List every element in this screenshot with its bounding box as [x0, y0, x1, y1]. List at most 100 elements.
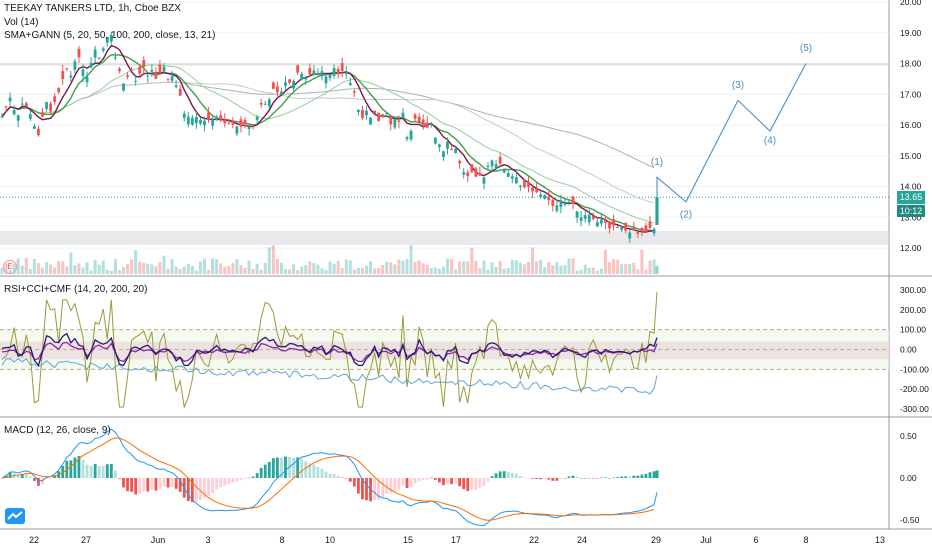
volume-bar — [446, 258, 449, 274]
volume-bar — [271, 245, 275, 274]
macd-histogram-bar — [61, 465, 65, 478]
volume-bar — [547, 262, 551, 274]
rsi-line — [1, 332, 658, 367]
candle-body — [170, 76, 174, 81]
macd-histogram-bar — [304, 461, 308, 478]
volume-bar — [194, 270, 198, 274]
candle-body — [271, 82, 275, 89]
symbol-title[interactable]: TEEKAY TANKERS LTD, 1h, Cboe BZX — [4, 3, 181, 14]
macd-histogram-bar — [328, 473, 332, 478]
candle-body — [336, 68, 340, 74]
candle-body — [454, 148, 457, 154]
price-axis[interactable]: 20.00 19.00 18.00 17.00 16.00 15.00 14.00 13.00… — [900, 0, 922, 253]
rsi-band — [0, 341, 889, 360]
volume-bar — [640, 249, 644, 274]
candle-body — [583, 215, 587, 219]
tradingview-logo-icon[interactable] — [5, 508, 25, 524]
candle-body — [105, 36, 109, 43]
candle-body — [16, 115, 20, 121]
price-tick-label: 18.00 — [900, 59, 922, 69]
time-tick-label: 15 — [403, 535, 413, 545]
candle-body — [154, 72, 158, 79]
macd-signal-line — [1, 437, 655, 521]
macd-histogram-bar — [73, 457, 77, 478]
macd-histogram-bar — [146, 478, 150, 492]
price-tick-label: 20.00 — [900, 0, 922, 7]
candle-body — [73, 61, 77, 70]
macd-histogram-bar — [320, 468, 324, 478]
volume-bar — [162, 255, 166, 274]
rsi-legend[interactable]: RSI+CCI+CMF (14, 20, 200, 20) — [4, 284, 148, 295]
volume-legend[interactable]: Vol (14) — [4, 17, 39, 28]
ma-legend[interactable]: SMA+GANN (5, 20, 50, 100, 200, close, 13… — [4, 30, 216, 41]
macd-histogram-bar — [292, 457, 295, 478]
moving-averages — [1, 44, 655, 233]
volume-bar — [231, 263, 235, 274]
candle-body — [312, 70, 316, 75]
volume-bar — [24, 258, 28, 274]
candle-body — [150, 69, 154, 72]
macd-histogram-bar — [401, 478, 405, 486]
volume-bar — [644, 269, 648, 274]
candle-body — [421, 119, 425, 126]
volume-bar — [328, 261, 332, 274]
candle-body — [276, 86, 279, 93]
macd-legend[interactable]: MACD (12, 26, close, 9) — [4, 425, 111, 436]
macd-histogram-bar — [37, 478, 40, 486]
candle-body — [417, 116, 421, 123]
volume-bar — [324, 270, 328, 274]
candle-body — [199, 119, 202, 124]
candle-body — [77, 48, 81, 58]
volume-bar — [20, 265, 24, 274]
volume-bar — [502, 268, 506, 274]
volume-bar — [239, 265, 243, 274]
volume-bar — [211, 258, 215, 274]
candle-body — [146, 75, 150, 77]
time-axis[interactable]: 22 27 Jun 3 8 10 15 17 22 24 29 Jul 6 8 13 — [29, 535, 885, 545]
volume-bar — [365, 265, 368, 274]
candle-body — [101, 48, 105, 51]
macd-histogram-bar — [458, 478, 462, 487]
volume-bar — [89, 270, 93, 274]
candle-body — [41, 112, 44, 117]
candle-body — [93, 49, 97, 58]
candle-body — [162, 66, 166, 72]
candle-body — [519, 185, 522, 187]
macd-histogram-bar — [490, 476, 494, 478]
candle-body — [61, 71, 65, 80]
macd-histogram-bar — [24, 474, 28, 478]
volume-bar — [425, 264, 429, 274]
macd-histogram-bar — [203, 478, 206, 499]
candle-body — [498, 156, 502, 164]
candle-body — [612, 219, 615, 226]
earnings-marker[interactable]: E — [3, 260, 17, 274]
candle-body — [69, 75, 73, 78]
macd-histogram-bar — [69, 460, 73, 478]
macd-histogram-bar — [280, 457, 283, 478]
volume-bar — [587, 267, 591, 274]
macd-histogram-bar — [531, 478, 534, 479]
macd-histogram-bar — [199, 478, 202, 501]
macd-histogram-bar — [381, 478, 385, 498]
volume-bar — [85, 262, 89, 274]
volume-bar — [636, 269, 640, 274]
volume-bar — [284, 269, 287, 274]
candle-body — [138, 66, 142, 74]
volume-bar — [263, 262, 267, 274]
candle-body — [389, 116, 393, 125]
candle-body — [296, 65, 300, 73]
volume-bar — [478, 268, 482, 274]
volume-bar — [381, 264, 385, 274]
macd-histogram-bar — [122, 478, 125, 488]
candle-body — [640, 228, 644, 232]
macd-histogram-bar — [348, 478, 352, 482]
candle-body — [502, 168, 506, 173]
candle-body — [134, 80, 138, 82]
osc-tick-label: -200.00 — [900, 384, 929, 394]
candle-body — [365, 110, 368, 116]
volume-bar — [41, 268, 44, 274]
macd-histogram-bar — [16, 475, 20, 478]
candle-body — [446, 141, 449, 149]
macd-histogram-bar — [446, 478, 449, 484]
